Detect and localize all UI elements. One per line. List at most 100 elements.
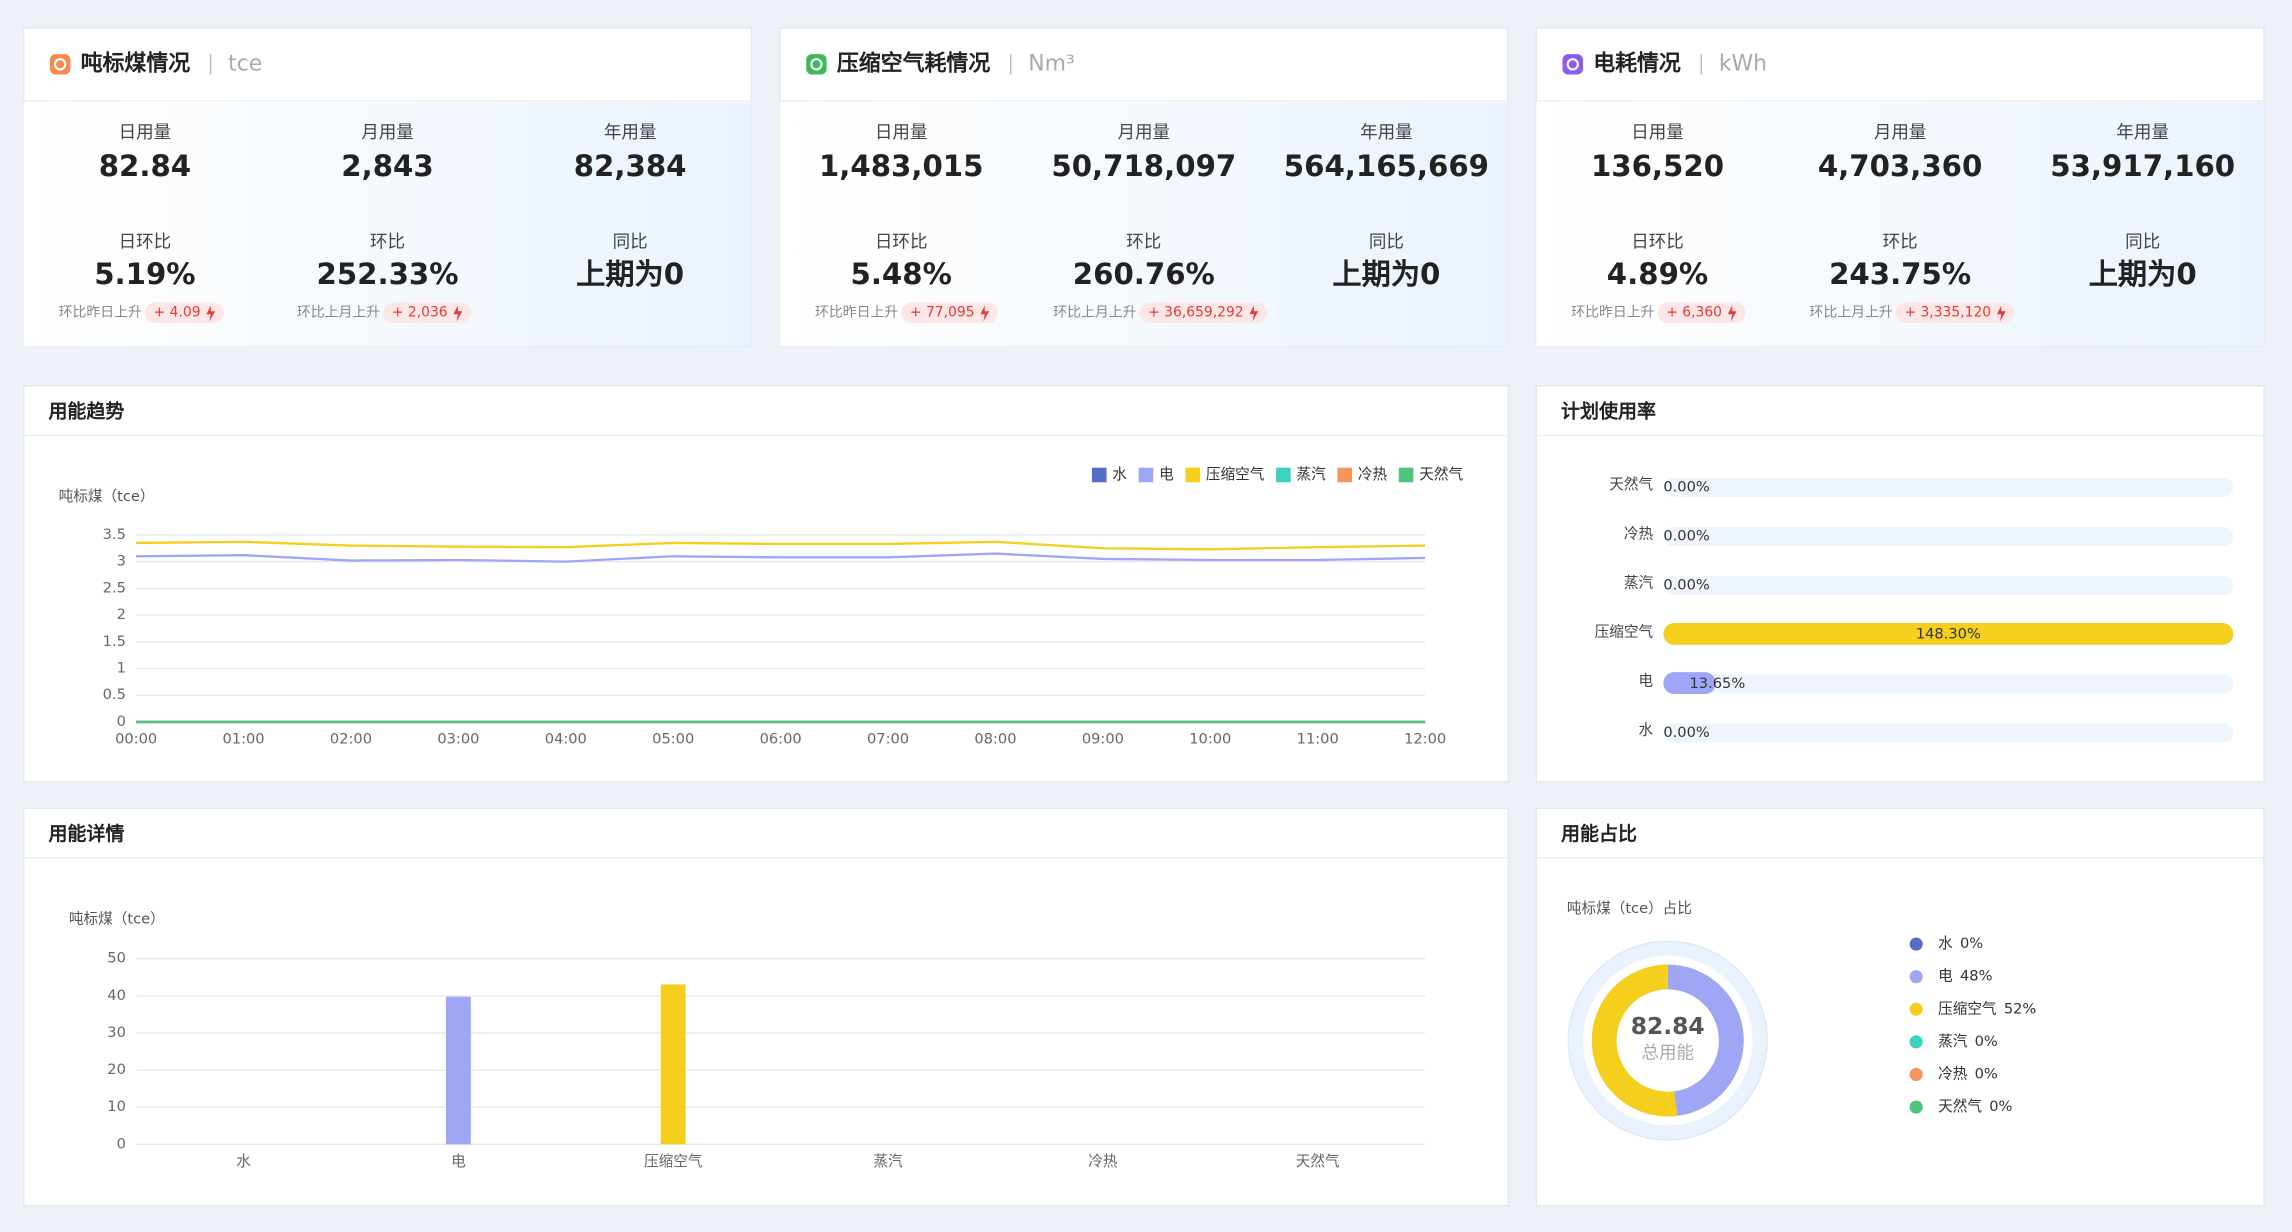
bar-value-label: 0.00%: [1663, 577, 1710, 594]
metric-value: 上期为0: [2089, 257, 2197, 291]
y-tick-label: 50: [107, 950, 126, 967]
y-tick-label: 1: [117, 660, 126, 677]
card-icon-dot: [810, 58, 823, 71]
change-label: 环比昨日上升: [59, 305, 142, 321]
panel-title: 用能占比: [1561, 822, 1637, 845]
legend-label: 蒸汽: [1938, 1033, 1968, 1050]
change-value: + 77,095: [910, 305, 975, 321]
legend-label: 电: [1938, 968, 1953, 985]
legend-swatch: [1138, 467, 1154, 483]
legend-value: 0%: [1975, 1033, 1998, 1050]
bar-value-label: 148.30%: [1916, 626, 1981, 643]
change-label: 环比上月上升: [1809, 305, 1892, 321]
metric-label: 环比: [1883, 233, 1918, 253]
legend-swatch: [1909, 970, 1923, 984]
y-tick-label: 1.5: [103, 633, 126, 650]
y-tick-label: 0: [117, 1135, 126, 1152]
card-title: 压缩空气耗情况: [837, 50, 990, 76]
legend-value: 48%: [1960, 968, 1993, 985]
metric-label: 年用量: [604, 123, 657, 143]
legend-swatch: [1909, 1035, 1923, 1049]
metric-value: 260.76%: [1073, 257, 1215, 291]
panel-title: 用能趋势: [48, 400, 124, 423]
x-tick-label: 蒸汽: [873, 1153, 903, 1170]
card-icon: [1562, 54, 1583, 75]
y-tick-label: 2.5: [103, 579, 126, 596]
legend-label: 蒸汽: [1296, 466, 1326, 483]
legend-swatch: [1276, 467, 1291, 483]
x-tick-label: 10:00: [1189, 730, 1231, 747]
card-title: 电耗情况: [1593, 50, 1681, 76]
card-icon: [49, 54, 71, 75]
metric-label: 同比: [2125, 233, 2160, 253]
metric-label: 日用量: [875, 123, 928, 143]
x-tick-label: 05:00: [652, 730, 694, 747]
metric-value: 564,165,669: [1284, 149, 1489, 183]
bar-value-label: 0.00%: [1663, 724, 1710, 741]
legend-label: 天然气: [1419, 466, 1463, 483]
bar-value-label: 0.00%: [1663, 527, 1710, 544]
up-icon: [1996, 305, 2006, 322]
bar-category-label: 天然气: [1609, 476, 1653, 493]
x-tick-label: 11:00: [1297, 730, 1339, 747]
donut-segment: [1591, 964, 1678, 1117]
metric-label: 月用量: [1874, 123, 1927, 143]
x-tick-label: 08:00: [974, 730, 1016, 747]
metric-label: 日用量: [1631, 123, 1684, 143]
metric-value: 上期为0: [1332, 257, 1440, 291]
legend-label: 压缩空气: [1206, 466, 1265, 483]
metric-value: 82.84: [99, 149, 191, 183]
legend-swatch: [1909, 1100, 1923, 1114]
panel: [22, 385, 1510, 783]
bar-track: [1663, 526, 2234, 546]
x-tick-label: 压缩空气: [644, 1153, 703, 1170]
up-icon: [1727, 305, 1737, 322]
x-tick-label: 00:00: [115, 730, 157, 747]
change-label: 环比上月上升: [1053, 305, 1136, 321]
donut-segment: [1667, 964, 1744, 1116]
metric-label: 环比: [1126, 233, 1161, 253]
x-tick-label: 冷热: [1088, 1153, 1118, 1170]
donut-center-label: 总用能: [1641, 1044, 1694, 1064]
line-series: [136, 552, 1426, 563]
up-icon: [980, 305, 990, 322]
bar-category-label: 压缩空气: [1595, 624, 1654, 641]
legend-value: 0%: [1960, 935, 1983, 952]
x-tick-label: 04:00: [545, 730, 587, 747]
metric-value: 2,843: [341, 149, 433, 183]
bar-category-label: 蒸汽: [1624, 574, 1654, 591]
y-tick-label: 40: [107, 987, 126, 1004]
legend-swatch: [1185, 467, 1201, 483]
metric-value: 1,483,015: [819, 149, 984, 183]
change-label: 环比昨日上升: [1571, 305, 1654, 321]
metric-value: 136,520: [1591, 149, 1724, 183]
y-tick-label: 3.5: [103, 526, 126, 543]
bar-category-label: 水: [1639, 722, 1654, 739]
x-tick-label: 01:00: [223, 730, 265, 747]
y-tick-label: 2: [117, 606, 126, 623]
bar-track: [1663, 576, 2234, 596]
y-tick-label: 30: [107, 1024, 126, 1041]
metric-label: 日环比: [1631, 233, 1684, 253]
metric-label: 月用量: [1118, 123, 1171, 143]
y-tick-label: 10: [107, 1098, 126, 1115]
metric-label: 日环比: [119, 233, 172, 253]
bar: [445, 996, 471, 1145]
legend-swatch: [1091, 467, 1107, 483]
card-unit: tce: [228, 51, 262, 76]
change-value: + 2,036: [392, 305, 448, 321]
legend-swatch: [1909, 1067, 1923, 1082]
line-series: [136, 540, 1426, 551]
legend-label: 电: [1159, 466, 1174, 483]
x-tick-label: 电: [451, 1153, 466, 1170]
bar: [1663, 623, 2234, 645]
metric-value: 5.48%: [851, 257, 952, 291]
x-tick-label: 06:00: [760, 730, 802, 747]
bar-category-label: 电: [1639, 673, 1654, 690]
legend-value: 0%: [1989, 1098, 2012, 1115]
x-tick-label: 天然气: [1296, 1153, 1340, 1170]
legend-swatch: [1909, 937, 1923, 951]
metric-value: 252.33%: [316, 257, 458, 291]
panel-title: 用能详情: [48, 822, 124, 845]
